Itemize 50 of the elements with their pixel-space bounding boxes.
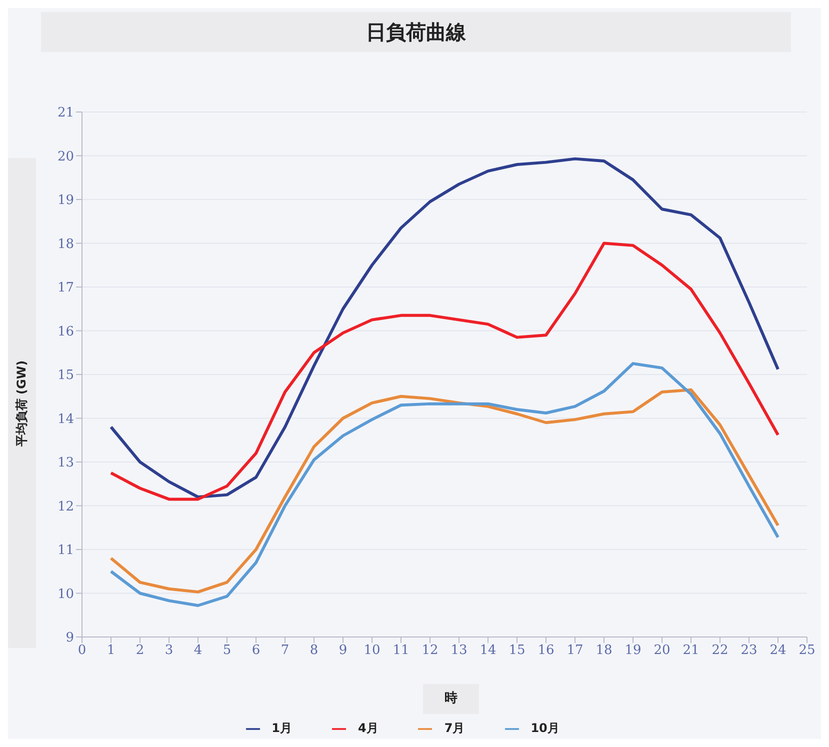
x-tick-label: 3 xyxy=(164,643,174,658)
y-tick-label: 18 xyxy=(57,236,74,252)
x-tick-label: 25 xyxy=(798,643,816,658)
line-series xyxy=(110,362,780,607)
x-tick-label: 8 xyxy=(310,643,318,658)
y-tick-label: 16 xyxy=(57,324,74,340)
x-tick-label: 22 xyxy=(712,643,728,658)
x-tick-label: 16 xyxy=(538,643,554,658)
x-tick-label: 18 xyxy=(596,643,612,658)
x-tick-label: 2 xyxy=(136,643,144,658)
y-axis-title: 平均負荷 (GW) xyxy=(14,360,30,446)
x-tick-label: 5 xyxy=(222,643,232,658)
y-tick-label: 19 xyxy=(57,193,74,208)
legend-label: 10月 xyxy=(530,721,560,735)
x-tick-label: 17 xyxy=(566,643,584,658)
x-tick-label: 1 xyxy=(106,643,116,658)
x-tick-label: 23 xyxy=(740,643,758,658)
y-tick-label: 13 xyxy=(57,456,74,471)
x-tick-label: 9 xyxy=(338,643,348,658)
x-tick-label: 15 xyxy=(508,643,526,658)
x-tick-label: 20 xyxy=(654,643,670,658)
y-tick-label: 15 xyxy=(57,368,74,384)
legend-label: 4月 xyxy=(356,721,380,735)
chart-title: 日負荷曲線 xyxy=(41,12,791,52)
x-axis-title: 時 xyxy=(423,684,479,714)
line-series xyxy=(110,157,780,498)
line-series xyxy=(110,242,780,501)
x-tick-label: 24 xyxy=(770,643,786,658)
y-tick-label: 9 xyxy=(66,630,74,646)
x-tick-label: 21 xyxy=(682,643,700,658)
x-tick-label: 12 xyxy=(422,643,438,658)
y-tick-label: 17 xyxy=(57,280,74,296)
y-tick-label: 14 xyxy=(57,412,74,427)
y-tick-label: 20 xyxy=(57,149,74,164)
y-tick-label: 11 xyxy=(57,543,74,558)
legend-label: 1月 xyxy=(270,721,293,735)
x-tick-label: 10 xyxy=(364,643,380,658)
y-tick-label: 10 xyxy=(57,586,74,602)
x-tick-label: 4 xyxy=(194,643,202,658)
x-tick-label: 6 xyxy=(252,643,260,658)
x-tick-label: 11 xyxy=(392,643,410,658)
x-tick-label: 13 xyxy=(450,643,468,658)
y-tick-label: 21 xyxy=(57,106,74,121)
line-series xyxy=(110,388,780,594)
y-tick-label: 12 xyxy=(57,499,74,514)
legend-label: 7月 xyxy=(443,721,466,735)
x-tick-label: 0 xyxy=(78,643,86,658)
x-tick-label: 14 xyxy=(480,643,496,658)
x-tick-label: 7 xyxy=(280,643,290,658)
x-tick-label: 19 xyxy=(624,643,642,658)
